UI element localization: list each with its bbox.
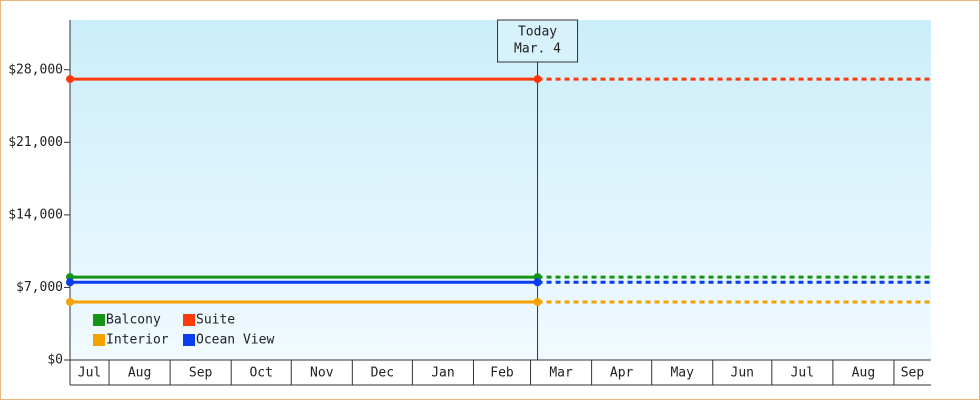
legend-label: Balcony xyxy=(106,313,161,328)
data-point xyxy=(66,278,74,287)
data-point xyxy=(533,297,542,306)
x-tick-label: Nov xyxy=(310,366,334,381)
data-point xyxy=(66,75,74,84)
today-box xyxy=(497,19,579,63)
y-tick-label: $7,000 xyxy=(16,280,63,295)
data-point xyxy=(533,75,542,84)
x-tick-label: Jun xyxy=(731,366,754,381)
data-point xyxy=(66,297,74,306)
x-tick-label: Oct xyxy=(249,366,272,381)
x-tick-label: Apr xyxy=(610,366,634,381)
legend-label: Interior xyxy=(106,333,169,348)
x-tick-label: Feb xyxy=(490,366,514,381)
x-tick-label: Aug xyxy=(852,366,875,381)
y-tick-label: $0 xyxy=(47,353,63,368)
legend-label: Suite xyxy=(196,313,235,328)
legend-swatch xyxy=(93,314,105,326)
y-tick-label: $21,000 xyxy=(8,135,63,150)
y-tick-label: $28,000 xyxy=(8,62,63,77)
x-tick-label: Jul xyxy=(78,366,101,381)
today-label: Mar. 4 xyxy=(514,42,561,57)
x-tick-label: Jan xyxy=(431,366,454,381)
legend-label: Ocean View xyxy=(196,333,274,348)
x-tick-label: Sep xyxy=(901,366,925,381)
legend-swatch xyxy=(183,334,195,346)
x-tick-label: Aug xyxy=(128,366,151,381)
x-tick-label: Dec xyxy=(371,366,394,381)
legend-swatch xyxy=(93,334,105,346)
x-tick-label: Mar xyxy=(549,366,573,381)
plot-area xyxy=(70,20,931,360)
x-tick-label: May xyxy=(670,366,694,381)
y-tick-label: $14,000 xyxy=(8,207,63,222)
legend-swatch xyxy=(183,314,195,326)
today-label: Today xyxy=(518,25,557,40)
x-tick-label: Jul xyxy=(791,366,814,381)
data-point xyxy=(533,278,542,287)
x-tick-label: Sep xyxy=(189,366,213,381)
